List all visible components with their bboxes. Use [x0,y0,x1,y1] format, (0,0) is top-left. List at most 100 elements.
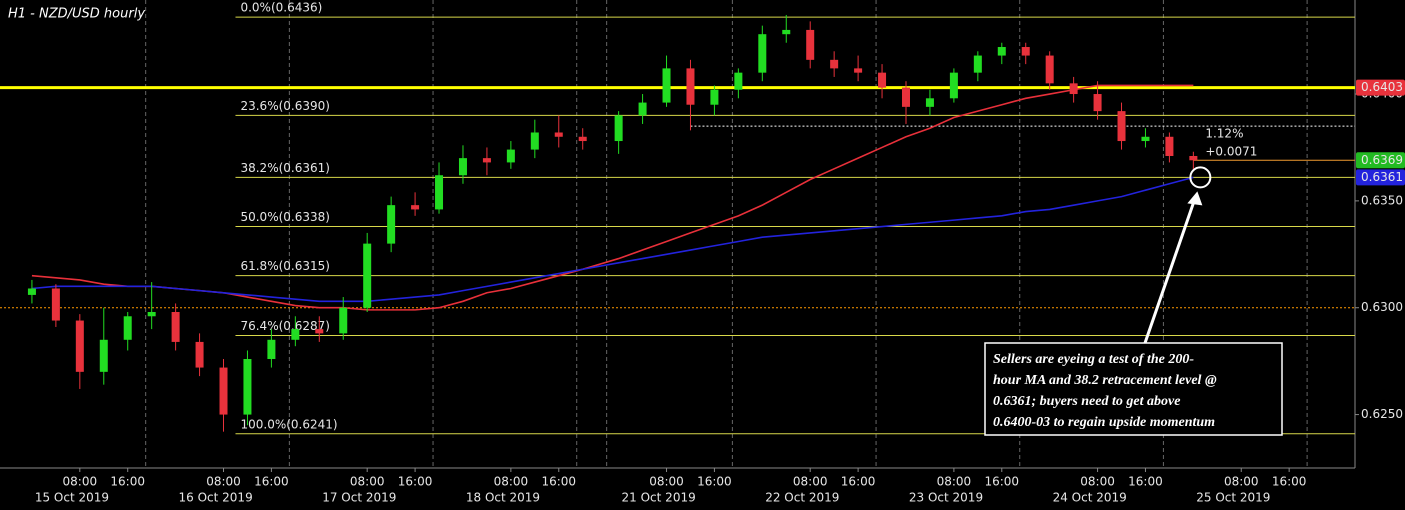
fib-label: 50.0%(0.6338) [240,210,329,224]
date-label: 25 Oct 2019 [1196,491,1270,505]
y-tick-label: 0.6300 [1361,300,1403,314]
candle-body [758,34,767,73]
x-tick-label: 16:00 [697,475,732,489]
x-tick-label: 08:00 [63,475,98,489]
x-tick-label: 08:00 [793,475,828,489]
candle-body [387,205,396,244]
candle-body [123,316,132,340]
x-tick-label: 08:00 [1080,475,1115,489]
candle-body [1093,94,1102,112]
candle-body [75,320,84,372]
date-label: 22 Oct 2019 [765,491,839,505]
candle-body [830,59,839,69]
candle-body [51,288,60,321]
candle-body [901,87,910,107]
x-tick-label: 08:00 [494,475,529,489]
chart-title: H1 - NZD/USD hourly [8,7,145,22]
annotation-box [984,342,1283,436]
candle-body [854,68,863,73]
fib-label: 100.0%(0.6241) [240,417,337,431]
candle-body [530,132,539,150]
x-tick-label: 08:00 [649,475,684,489]
fib-label: 38.2%(0.6361) [240,161,329,175]
fib-label: 0.0%(0.6436) [240,1,322,15]
x-tick-label: 08:00 [350,475,385,489]
price-tag-label: 0.6403 [1361,80,1403,94]
price-tag [1356,152,1405,169]
candle-body [1069,83,1078,95]
candle-body [482,158,491,163]
arrow-shaft [1143,196,1197,344]
arrow-head [1187,191,1203,206]
price-tag [1356,169,1405,186]
candle-body [243,359,252,415]
candle-body [1165,136,1174,156]
candle-body [1189,156,1198,161]
date-label: 24 Oct 2019 [1053,491,1127,505]
x-tick-label: 08:00 [937,475,972,489]
candle-body [925,98,934,107]
x-tick-label: 16:00 [984,475,1019,489]
annotation-text: 0.6361; buyers need to get above [993,394,1180,409]
x-tick-label: 16:00 [541,475,576,489]
candle-body [195,341,204,368]
candle-body [315,329,324,334]
candle-body [806,29,815,60]
candle-body [710,89,719,105]
x-tick-label: 16:00 [398,475,433,489]
annotation-text: hour MA and 38.2 retracement level @ [993,373,1217,388]
fib-label: 23.6%(0.6390) [240,99,329,113]
x-tick-label: 16:00 [841,475,876,489]
candle-body [614,115,623,142]
candle-body [458,158,467,176]
y-tick-label: 0.6350 [1361,193,1403,207]
candle-body [686,68,695,105]
highlight-circle [1189,166,1212,189]
x-tick-label: 16:00 [1128,475,1163,489]
price-tag-label: 0.6369 [1361,153,1403,167]
candle-body [171,312,180,342]
candle-body [1021,47,1030,56]
x-tick-label: 16:00 [1272,475,1307,489]
fib-label: 76.4%(0.6287) [240,319,329,333]
candle-body [949,72,958,99]
candle-body [435,175,444,210]
candle-body [578,136,587,142]
candle-body [554,132,563,137]
candle-body [27,288,36,295]
candle-body [363,243,372,308]
price-tag [1356,79,1405,96]
candle-body [506,149,515,163]
x-tick-label: 08:00 [206,475,241,489]
fib-label: 61.8%(0.6315) [240,259,329,273]
date-label: 21 Oct 2019 [622,491,696,505]
annotation-text: 0.6400-03 to regain upside momentum [993,415,1215,430]
candle-body [638,102,647,116]
date-label: 18 Oct 2019 [466,491,540,505]
date-label: 15 Oct 2019 [35,491,109,505]
moving-average [31,176,1194,303]
date-label: 23 Oct 2019 [909,491,983,505]
change-label: +0.0071 [1205,145,1257,159]
date-label: 16 Oct 2019 [179,491,253,505]
candle-body [291,329,300,340]
candle-body [339,307,348,334]
candle-body [147,312,156,317]
candle-body [782,29,791,35]
price-tag-label: 0.6361 [1361,170,1403,184]
candle-body [411,205,420,210]
date-label: 17 Oct 2019 [322,491,396,505]
x-tick-label: 16:00 [254,475,289,489]
change-label: 1.12% [1205,127,1243,141]
candle-body [878,72,887,88]
candle-body [1117,111,1126,142]
candle-body [997,47,1006,56]
annotation-text: Sellers are eyeing a test of the 200- [993,352,1194,367]
candle-body [99,339,108,372]
x-tick-label: 16:00 [110,475,145,489]
y-tick-label: 0.6250 [1361,407,1403,421]
candle-body [734,72,743,90]
candle-body [219,367,228,415]
